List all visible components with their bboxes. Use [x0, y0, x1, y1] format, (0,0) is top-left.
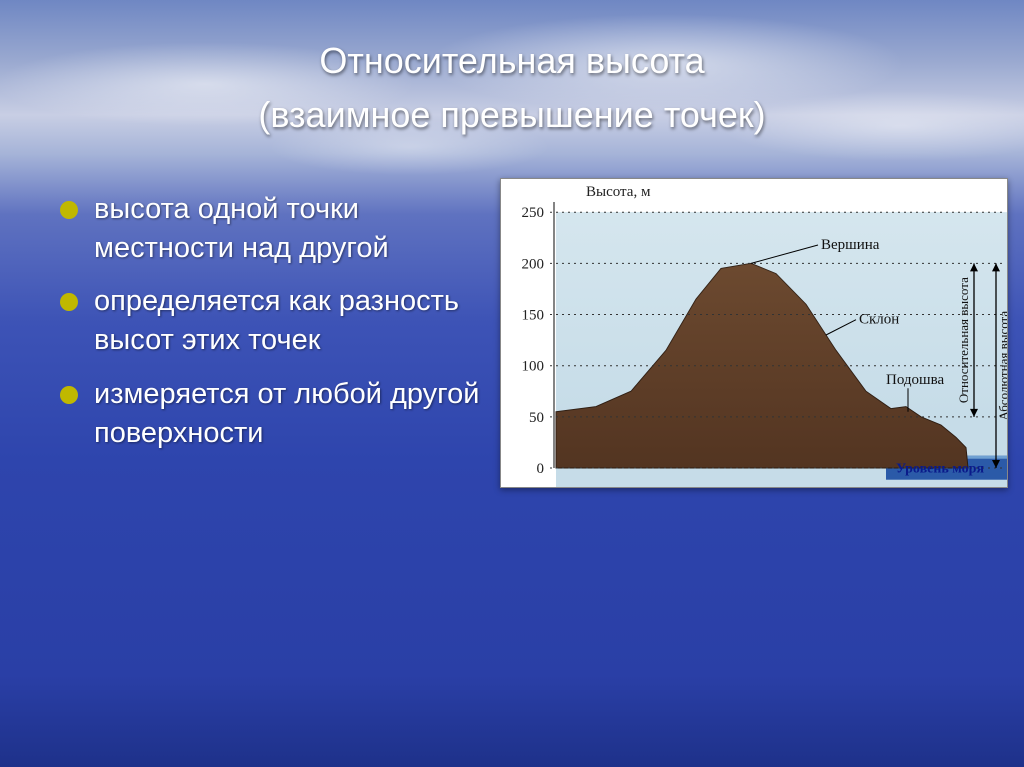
title-line-2: (взаимное превышение точек)	[258, 94, 765, 135]
slide-title: Относительная высота (взаимное превышени…	[0, 34, 1024, 142]
slide-root: Относительная высота (взаимное превышени…	[0, 0, 1024, 767]
svg-text:Относительная высота: Относительная высота	[956, 277, 971, 403]
bullet-item: определяется как разность высот этих точ…	[60, 282, 490, 360]
bullet-list: высота одной точки местности над другой …	[60, 190, 490, 467]
svg-text:Уровень моря: Уровень моря	[896, 462, 984, 477]
bullet-dot-icon	[60, 386, 78, 404]
svg-text:Склон: Склон	[859, 312, 899, 328]
diagram-svg: 0 50 100 150 200 250 Высота, м Вершина Склон Подо…	[500, 178, 1008, 488]
bullet-text: определяется как разность высот этих точ…	[94, 282, 490, 360]
bullet-item: высота одной точки местности над другой	[60, 190, 490, 268]
svg-text:Высота, м: Высота, м	[586, 184, 651, 200]
elevation-diagram: 0 50 100 150 200 250 Высота, м Вершина Склон Подо…	[500, 178, 1008, 488]
svg-text:100: 100	[522, 359, 545, 375]
bullet-dot-icon	[60, 293, 78, 311]
svg-text:Подошва: Подошва	[886, 372, 944, 388]
bullet-text: измеряется от любой другой поверхности	[94, 375, 490, 453]
svg-text:Абсолютная высота: Абсолютная высота	[996, 311, 1008, 421]
svg-text:50: 50	[529, 410, 544, 426]
bullet-text: высота одной точки местности над другой	[94, 190, 490, 268]
svg-text:250: 250	[522, 205, 545, 221]
bullet-dot-icon	[60, 201, 78, 219]
svg-text:0: 0	[537, 461, 545, 477]
svg-text:200: 200	[522, 256, 545, 272]
bullet-item: измеряется от любой другой поверхности	[60, 375, 490, 453]
svg-text:Вершина: Вершина	[821, 237, 880, 253]
svg-text:150: 150	[522, 308, 545, 324]
title-line-1: Относительная высота	[319, 40, 704, 81]
